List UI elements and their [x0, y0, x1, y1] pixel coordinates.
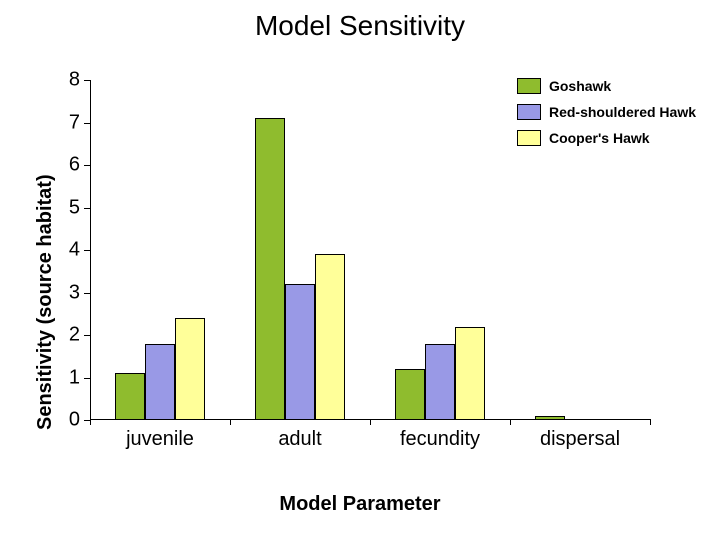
x-category-label: fecundity: [400, 428, 480, 451]
y-tick: [84, 165, 90, 166]
y-tick: [84, 293, 90, 294]
y-tick: [84, 208, 90, 209]
y-tick-label: 2: [69, 324, 80, 347]
x-tick: [510, 419, 511, 425]
bar: [395, 369, 425, 420]
bar: [315, 254, 345, 420]
y-tick-label: 7: [69, 111, 80, 134]
x-axis-label: Model Parameter: [0, 493, 720, 516]
x-tick: [370, 419, 371, 425]
chart-title: Model Sensitivity: [0, 10, 720, 42]
y-tick-label: 8: [69, 69, 80, 92]
bar: [425, 344, 455, 421]
y-tick: [84, 123, 90, 124]
x-tick: [230, 419, 231, 425]
bar: [455, 327, 485, 421]
y-tick: [84, 335, 90, 336]
x-category-label: juvenile: [126, 428, 194, 451]
x-category-label: dispersal: [540, 428, 620, 451]
y-tick-label: 1: [69, 366, 80, 389]
x-tick: [90, 419, 91, 425]
bar: [535, 416, 565, 420]
bar: [145, 344, 175, 421]
y-tick-label: 0: [69, 409, 80, 432]
bar: [115, 373, 145, 420]
bar: [255, 118, 285, 420]
y-axis-line: [90, 80, 91, 420]
bar: [175, 318, 205, 420]
x-category-label: adult: [278, 428, 321, 451]
y-tick: [84, 80, 90, 81]
y-tick-label: 6: [69, 154, 80, 177]
y-tick: [84, 378, 90, 379]
y-tick-label: 5: [69, 196, 80, 219]
plot-area: 012345678juvenileadultfecunditydispersal: [90, 80, 650, 420]
y-tick: [84, 250, 90, 251]
x-tick: [650, 419, 651, 425]
y-axis-label: Sensitivity (source habitat): [34, 174, 57, 430]
bar: [285, 284, 315, 420]
y-tick-label: 3: [69, 281, 80, 304]
y-tick-label: 4: [69, 239, 80, 262]
